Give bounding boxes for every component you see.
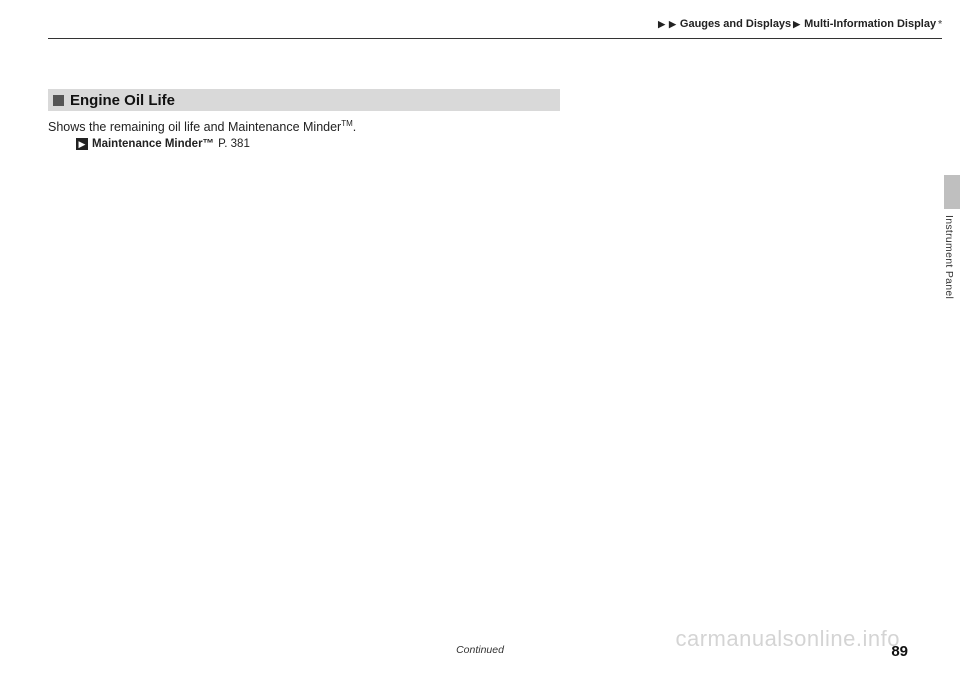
section-heading: Engine Oil Life bbox=[48, 89, 560, 111]
chapter-tab bbox=[944, 175, 960, 209]
xref-page-prefix: P. bbox=[218, 138, 227, 150]
continued-label: Continued bbox=[456, 644, 504, 656]
watermark: carmanualsonline.info bbox=[675, 626, 900, 652]
section-title: Engine Oil Life bbox=[70, 92, 175, 109]
body-line-1b: . bbox=[353, 120, 356, 134]
cross-reference: ▶ Maintenance Minder™ P. 381 bbox=[76, 138, 250, 150]
trademark-superscript: TM bbox=[341, 119, 353, 128]
page-number: 89 bbox=[891, 643, 908, 660]
chevron-right-icon: ▶ bbox=[669, 19, 676, 30]
chevron-right-icon: ▶ bbox=[793, 19, 800, 30]
square-bullet-icon bbox=[53, 95, 64, 106]
header-rule bbox=[48, 38, 942, 39]
breadcrumb: ▶ ▶ Gauges and Displays ▶ Multi-Informat… bbox=[658, 18, 942, 30]
breadcrumb-level2: Multi-Information Display bbox=[804, 18, 936, 30]
body-text: Shows the remaining oil life and Mainten… bbox=[48, 118, 356, 136]
breadcrumb-level1: Gauges and Displays bbox=[680, 18, 791, 30]
manual-page: ▶ ▶ Gauges and Displays ▶ Multi-Informat… bbox=[0, 0, 960, 678]
chapter-label: Instrument Panel bbox=[943, 215, 955, 299]
body-line-1a: Shows the remaining oil life and Mainten… bbox=[48, 120, 341, 134]
xref-page: P. 381 bbox=[218, 138, 250, 150]
xref-page-number: 381 bbox=[231, 138, 250, 150]
breadcrumb-asterisk: * bbox=[938, 19, 942, 30]
chevron-right-icon: ▶ bbox=[658, 19, 665, 30]
xref-label: Maintenance Minder™ bbox=[92, 138, 214, 150]
xref-arrow-icon: ▶ bbox=[76, 138, 88, 150]
